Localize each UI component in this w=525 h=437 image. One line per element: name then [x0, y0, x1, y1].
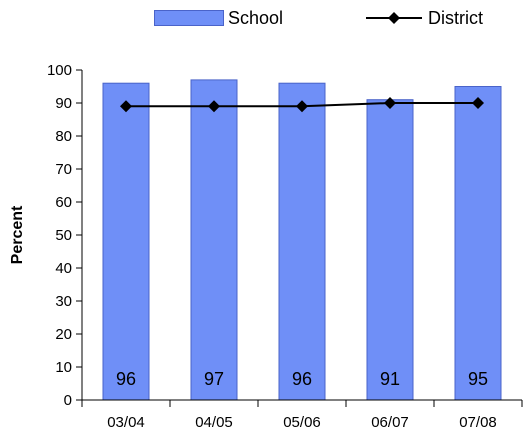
point-district — [472, 97, 484, 109]
legend-item-district: District — [366, 6, 483, 30]
x-tick-label: 04/05 — [195, 414, 233, 431]
y-tick-label: 80 — [55, 128, 72, 145]
bar-school — [190, 79, 238, 401]
x-tick-label: 03/04 — [107, 414, 145, 431]
x-tick-label: 07/08 — [459, 414, 497, 431]
y-tick-label: 90 — [55, 95, 72, 112]
y-tick-label: 100 — [47, 62, 72, 79]
y-tick-label: 0 — [64, 392, 72, 409]
y-tick-label: 30 — [55, 293, 72, 310]
legend-swatch-district — [366, 12, 422, 24]
legend-label-school: School — [228, 7, 284, 28]
bar-data-label: 91 — [380, 369, 400, 389]
legend-swatch-school — [154, 10, 224, 26]
point-district — [384, 97, 396, 109]
point-district — [120, 100, 132, 113]
bar-school — [102, 82, 150, 401]
y-tick-label: 20 — [55, 326, 72, 343]
point-district — [208, 100, 220, 113]
legend-label-district: District — [428, 7, 483, 28]
y-tick-label: 50 — [55, 227, 72, 244]
bar-school — [278, 82, 326, 401]
bar-data-label: 96 — [292, 369, 312, 389]
bar-data-label: 96 — [116, 369, 136, 389]
y-tick-label: 40 — [55, 260, 72, 277]
y-tick-label: 70 — [55, 161, 72, 178]
bar-school — [454, 86, 502, 401]
bar-school — [366, 99, 414, 401]
x-tick-label: 06/07 — [371, 414, 409, 431]
x-tick-label: 05/06 — [283, 414, 321, 431]
y-axis-title: Percent — [9, 205, 26, 264]
bar-data-label: 95 — [468, 369, 488, 389]
y-tick-label: 60 — [55, 194, 72, 211]
y-tick-label: 10 — [55, 359, 72, 376]
legend-item-school: School — [154, 6, 283, 30]
point-district — [296, 100, 308, 113]
bar-data-label: 97 — [204, 369, 224, 389]
